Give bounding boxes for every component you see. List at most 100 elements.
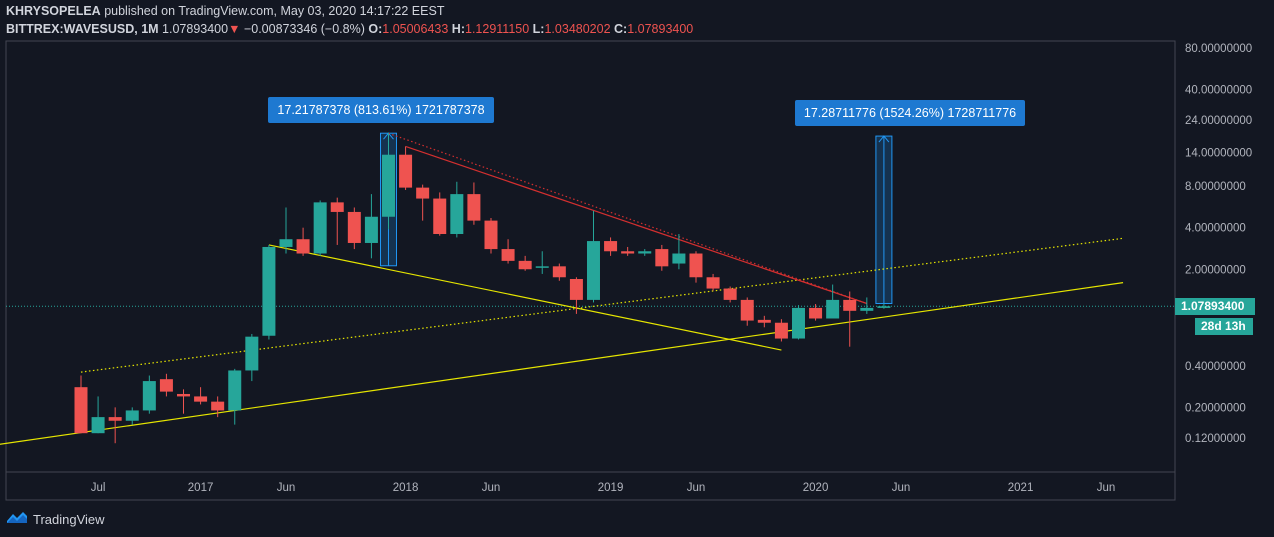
x-tick-label: Jun <box>1097 482 1116 494</box>
candle-body <box>296 239 310 254</box>
close-label: C: <box>614 22 628 36</box>
x-axis-labels: Jul 2017 Jun 2018 Jun 2019 Jun 2020 Jun 2021 Jun <box>91 482 1116 494</box>
candle <box>672 234 686 270</box>
candle <box>194 387 208 405</box>
candle-body <box>176 393 190 397</box>
candle-body <box>313 202 327 254</box>
candle <box>809 304 823 321</box>
candle <box>176 389 190 414</box>
candle <box>313 200 327 256</box>
candle <box>757 315 771 328</box>
x-tick-label: 2020 <box>803 482 829 494</box>
candle <box>740 297 754 326</box>
author-name[interactable]: KHRYSOPELEA <box>6 4 101 18</box>
candle-body <box>621 251 635 254</box>
candle-body <box>330 202 344 212</box>
candle <box>689 251 703 283</box>
y-tick-label: 0.40000000 <box>1185 361 1246 373</box>
candle-body <box>364 216 378 243</box>
current-price-label: 1.07893400 <box>1175 298 1255 315</box>
candle-body <box>450 194 464 235</box>
candle <box>706 273 720 291</box>
trend-line <box>80 237 1124 373</box>
candle-body <box>518 260 532 270</box>
candle-body <box>347 211 361 243</box>
candle-body <box>706 277 720 289</box>
candle-body <box>74 387 88 434</box>
candle-body <box>399 154 413 188</box>
candle <box>159 373 173 397</box>
candle-body <box>672 253 686 264</box>
candle-body <box>809 307 823 319</box>
x-tick-label: 2019 <box>598 482 624 494</box>
tradingview-logo-icon[interactable] <box>6 510 28 529</box>
candle <box>604 237 618 256</box>
candle <box>125 407 139 425</box>
candle-body <box>655 249 669 267</box>
candle-body <box>826 299 840 319</box>
candle-body <box>723 288 737 300</box>
candle <box>364 194 378 259</box>
candle <box>569 277 583 314</box>
candle-body <box>501 249 515 261</box>
trend-lines <box>0 132 1124 445</box>
y-tick-label: 80.00000000 <box>1185 43 1252 55</box>
y-tick-label: 40.00000000 <box>1185 85 1252 97</box>
candle <box>262 244 276 340</box>
measure-label-2017: 17.21787378 (813.61%) 1721787378 <box>268 97 494 123</box>
candle <box>826 284 840 319</box>
candle <box>621 246 635 256</box>
candle <box>142 375 156 414</box>
candle <box>535 251 549 274</box>
x-tick-label: Jun <box>482 482 501 494</box>
y-tick-label: 8.00000000 <box>1185 181 1246 193</box>
open-value: 1.05006433 <box>382 22 449 36</box>
y-tick-label: 4.00000000 <box>1185 223 1246 235</box>
candle-body <box>194 396 208 402</box>
symbol-label[interactable]: BITTREX:WAVESUSD, 1M <box>6 22 159 36</box>
candle-body <box>484 220 498 250</box>
candle-body <box>757 319 771 323</box>
x-tick-label: Jun <box>687 482 706 494</box>
x-tick-label: Jun <box>892 482 911 494</box>
x-tick-label: 2018 <box>393 482 419 494</box>
y-tick-label: 2.00000000 <box>1185 264 1246 276</box>
candle <box>774 319 788 342</box>
candle <box>330 197 344 245</box>
x-tick-label: Jun <box>277 482 296 494</box>
ohlc-line: BITTREX:WAVESUSD, 1M 1.07893400▼ −0.0087… <box>6 22 693 36</box>
trend-line <box>388 132 868 305</box>
x-tick-label: Jul <box>91 482 106 494</box>
low-label: L: <box>532 22 545 36</box>
candle-body <box>569 279 583 300</box>
candle <box>399 146 413 190</box>
candle-body <box>433 198 447 235</box>
trend-line <box>268 244 782 351</box>
candle-body <box>381 154 395 217</box>
candle-body <box>279 239 293 247</box>
publish-info: published on TradingView.com, May 03, 20… <box>104 4 445 18</box>
candle-body <box>552 266 566 278</box>
change-value: −0.00873346 (−0.8%) <box>243 22 365 36</box>
candle-body <box>638 251 652 254</box>
publish-line: KHRYSOPELEA published on TradingView.com… <box>6 4 444 18</box>
measure-arrow <box>878 135 890 143</box>
x-tick-label: 2021 <box>1008 482 1034 494</box>
y-tick-label: 14.00000000 <box>1185 148 1252 160</box>
trend-line <box>405 145 868 305</box>
brand-name[interactable]: TradingView <box>33 511 105 527</box>
candle <box>501 239 515 264</box>
candle-body <box>535 266 549 268</box>
candle <box>843 291 857 347</box>
last-value: 1.07893400 <box>162 22 229 36</box>
candle <box>416 184 430 221</box>
candle <box>296 227 310 256</box>
candle <box>433 192 447 236</box>
candle-body <box>262 246 276 336</box>
candle <box>586 210 600 303</box>
countdown-label: 28d 13h <box>1195 318 1253 335</box>
y-tick-label: 0.20000000 <box>1185 402 1246 414</box>
chart-header: KHRYSOPELEA published on TradingView.com… <box>0 0 1274 40</box>
